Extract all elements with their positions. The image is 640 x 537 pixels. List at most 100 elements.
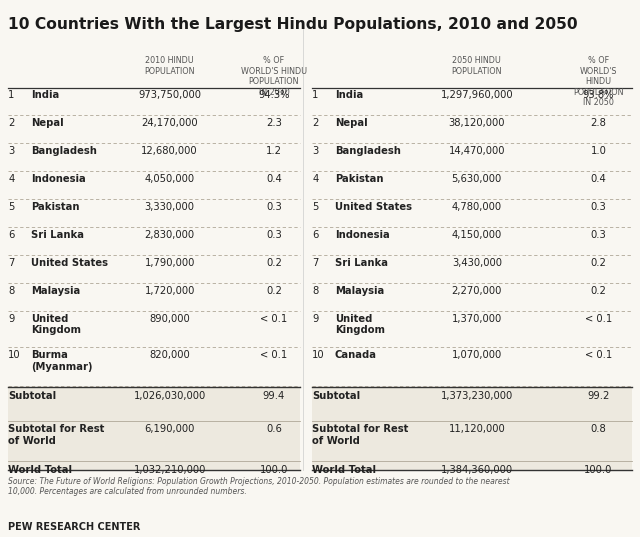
Text: World Total: World Total — [8, 465, 72, 475]
Text: 1,720,000: 1,720,000 — [145, 286, 195, 296]
Text: 4,150,000: 4,150,000 — [452, 230, 502, 240]
Text: 3: 3 — [312, 146, 319, 156]
Text: 94.3%: 94.3% — [258, 90, 290, 100]
Bar — [312, 387, 632, 470]
Text: Malaysia: Malaysia — [31, 286, 80, 296]
Text: 7: 7 — [8, 258, 15, 268]
Text: < 0.1: < 0.1 — [585, 350, 612, 360]
Text: Bangladesh: Bangladesh — [335, 146, 401, 156]
Text: 10: 10 — [312, 350, 325, 360]
Text: 4: 4 — [312, 174, 319, 184]
Text: Subtotal: Subtotal — [312, 391, 360, 401]
Text: 4,050,000: 4,050,000 — [145, 174, 195, 184]
Text: 0.3: 0.3 — [591, 230, 606, 240]
Text: United States: United States — [335, 202, 412, 212]
Text: 5: 5 — [8, 202, 15, 212]
Text: 0.3: 0.3 — [266, 230, 282, 240]
Text: 10: 10 — [8, 350, 21, 360]
Text: 9: 9 — [8, 314, 15, 324]
Text: Indonesia: Indonesia — [31, 174, 86, 184]
Text: 1,297,960,000: 1,297,960,000 — [440, 90, 513, 100]
Text: Malaysia: Malaysia — [335, 286, 384, 296]
Text: Nepal: Nepal — [31, 118, 63, 128]
Text: 6: 6 — [8, 230, 15, 240]
Text: < 0.1: < 0.1 — [260, 350, 287, 360]
Text: 1: 1 — [312, 90, 319, 100]
Text: Nepal: Nepal — [335, 118, 367, 128]
Text: Canada: Canada — [335, 350, 377, 360]
Text: 14,470,000: 14,470,000 — [449, 146, 505, 156]
Text: 1,370,000: 1,370,000 — [452, 314, 502, 324]
Text: United States: United States — [31, 258, 108, 268]
Text: 0.4: 0.4 — [266, 174, 282, 184]
Text: 2.3: 2.3 — [266, 118, 282, 128]
Text: Subtotal for Rest
of World: Subtotal for Rest of World — [8, 424, 105, 446]
Text: 10 Countries With the Largest Hindu Populations, 2010 and 2050: 10 Countries With the Largest Hindu Popu… — [8, 17, 578, 32]
Text: % OF
WORLD'S HINDU
POPULATION
IN 2010: % OF WORLD'S HINDU POPULATION IN 2010 — [241, 56, 307, 97]
Text: 1,373,230,000: 1,373,230,000 — [441, 391, 513, 401]
Text: 100.0: 100.0 — [584, 465, 612, 475]
Text: 2010 HINDU
POPULATION: 2010 HINDU POPULATION — [145, 56, 195, 76]
Text: 0.2: 0.2 — [266, 258, 282, 268]
Text: 100.0: 100.0 — [260, 465, 288, 475]
Text: 2: 2 — [312, 118, 319, 128]
Text: < 0.1: < 0.1 — [260, 314, 287, 324]
Text: 3,430,000: 3,430,000 — [452, 258, 502, 268]
Text: Source: The Future of World Religions: Population Growth Projections, 2010-2050.: Source: The Future of World Religions: P… — [8, 477, 510, 496]
Text: Subtotal: Subtotal — [8, 391, 56, 401]
Text: 1,384,360,000: 1,384,360,000 — [441, 465, 513, 475]
Text: % OF
WORLD'S
HINDU
POPULATION
IN 2050: % OF WORLD'S HINDU POPULATION IN 2050 — [573, 56, 623, 107]
Text: 0.6: 0.6 — [266, 424, 282, 434]
Text: 1,790,000: 1,790,000 — [145, 258, 195, 268]
Text: PEW RESEARCH CENTER: PEW RESEARCH CENTER — [8, 522, 141, 532]
Text: 6,190,000: 6,190,000 — [145, 424, 195, 434]
Text: 890,000: 890,000 — [149, 314, 190, 324]
Text: 2,830,000: 2,830,000 — [145, 230, 195, 240]
Text: 8: 8 — [8, 286, 15, 296]
Text: < 0.1: < 0.1 — [585, 314, 612, 324]
Text: 820,000: 820,000 — [149, 350, 190, 360]
Text: 1: 1 — [8, 90, 15, 100]
Text: Pakistan: Pakistan — [31, 202, 79, 212]
Text: 2: 2 — [8, 118, 15, 128]
Text: 99.4: 99.4 — [263, 391, 285, 401]
Text: 2,270,000: 2,270,000 — [452, 286, 502, 296]
Text: 38,120,000: 38,120,000 — [449, 118, 505, 128]
Text: 9: 9 — [312, 314, 319, 324]
Text: Subtotal for Rest
of World: Subtotal for Rest of World — [312, 424, 409, 446]
Text: 3,330,000: 3,330,000 — [145, 202, 195, 212]
Text: Sri Lanka: Sri Lanka — [31, 230, 84, 240]
Text: 0.3: 0.3 — [266, 202, 282, 212]
Text: 0.4: 0.4 — [591, 174, 606, 184]
Text: 3: 3 — [8, 146, 15, 156]
Text: 5,630,000: 5,630,000 — [452, 174, 502, 184]
Text: 5: 5 — [312, 202, 319, 212]
Text: Pakistan: Pakistan — [335, 174, 383, 184]
Text: 1.0: 1.0 — [591, 146, 606, 156]
Text: 973,750,000: 973,750,000 — [138, 90, 201, 100]
Text: 93.8%: 93.8% — [582, 90, 614, 100]
Bar — [8, 387, 300, 470]
Text: 0.8: 0.8 — [591, 424, 606, 434]
Text: World Total: World Total — [312, 465, 376, 475]
Text: 1.2: 1.2 — [266, 146, 282, 156]
Text: United
Kingdom: United Kingdom — [31, 314, 81, 335]
Text: Burma
(Myanmar): Burma (Myanmar) — [31, 350, 92, 372]
Text: Bangladesh: Bangladesh — [31, 146, 97, 156]
Text: 4,780,000: 4,780,000 — [452, 202, 502, 212]
Text: 11,120,000: 11,120,000 — [449, 424, 505, 434]
Text: 99.2: 99.2 — [588, 391, 609, 401]
Text: 6: 6 — [312, 230, 319, 240]
Text: 1,032,210,000: 1,032,210,000 — [133, 465, 206, 475]
Text: 7: 7 — [312, 258, 319, 268]
Text: 24,170,000: 24,170,000 — [141, 118, 198, 128]
Text: 8: 8 — [312, 286, 319, 296]
Text: 1,026,030,000: 1,026,030,000 — [134, 391, 205, 401]
Text: India: India — [335, 90, 363, 100]
Text: 2050 HINDU
POPULATION: 2050 HINDU POPULATION — [452, 56, 502, 76]
Text: 0.2: 0.2 — [266, 286, 282, 296]
Text: Indonesia: Indonesia — [335, 230, 390, 240]
Text: 0.3: 0.3 — [591, 202, 606, 212]
Text: Sri Lanka: Sri Lanka — [335, 258, 388, 268]
Text: 0.2: 0.2 — [591, 286, 606, 296]
